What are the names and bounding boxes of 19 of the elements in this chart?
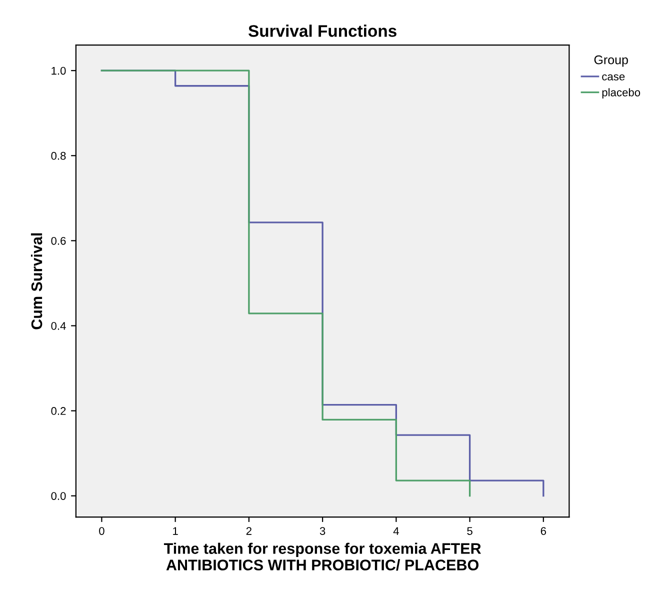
- x-tick-label: 0: [99, 527, 104, 535]
- x-tick-label: 4: [393, 527, 399, 535]
- y-axis-title: Cum Survival: [30, 233, 42, 330]
- x-tick-label: 2: [246, 527, 252, 535]
- y-tick-label: 0.4: [51, 322, 66, 330]
- y-tick-label: 0.2: [51, 407, 66, 415]
- y-tick-label: 1.0: [52, 66, 66, 75]
- x-axis-title: Time taken for response for toxemia AFTER ANTIBIOTICS WITH PROBIOTIC/ PLACEBO: [164, 542, 482, 571]
- x-tick-label: 1: [173, 527, 178, 535]
- chart-title: Survival Functions: [248, 24, 396, 37]
- legend-title: Group: [594, 55, 628, 67]
- y-tick-label: 0.8: [51, 152, 66, 160]
- y-tick-label: 0.6: [51, 236, 66, 245]
- legend-label: case: [602, 74, 625, 80]
- x-tick-label: 6: [540, 527, 546, 535]
- legend-label: placebo: [602, 88, 640, 99]
- y-tick-label: 0.0: [51, 492, 66, 500]
- x-tick-label: 3: [320, 527, 326, 535]
- x-tick-label: 5: [467, 527, 472, 535]
